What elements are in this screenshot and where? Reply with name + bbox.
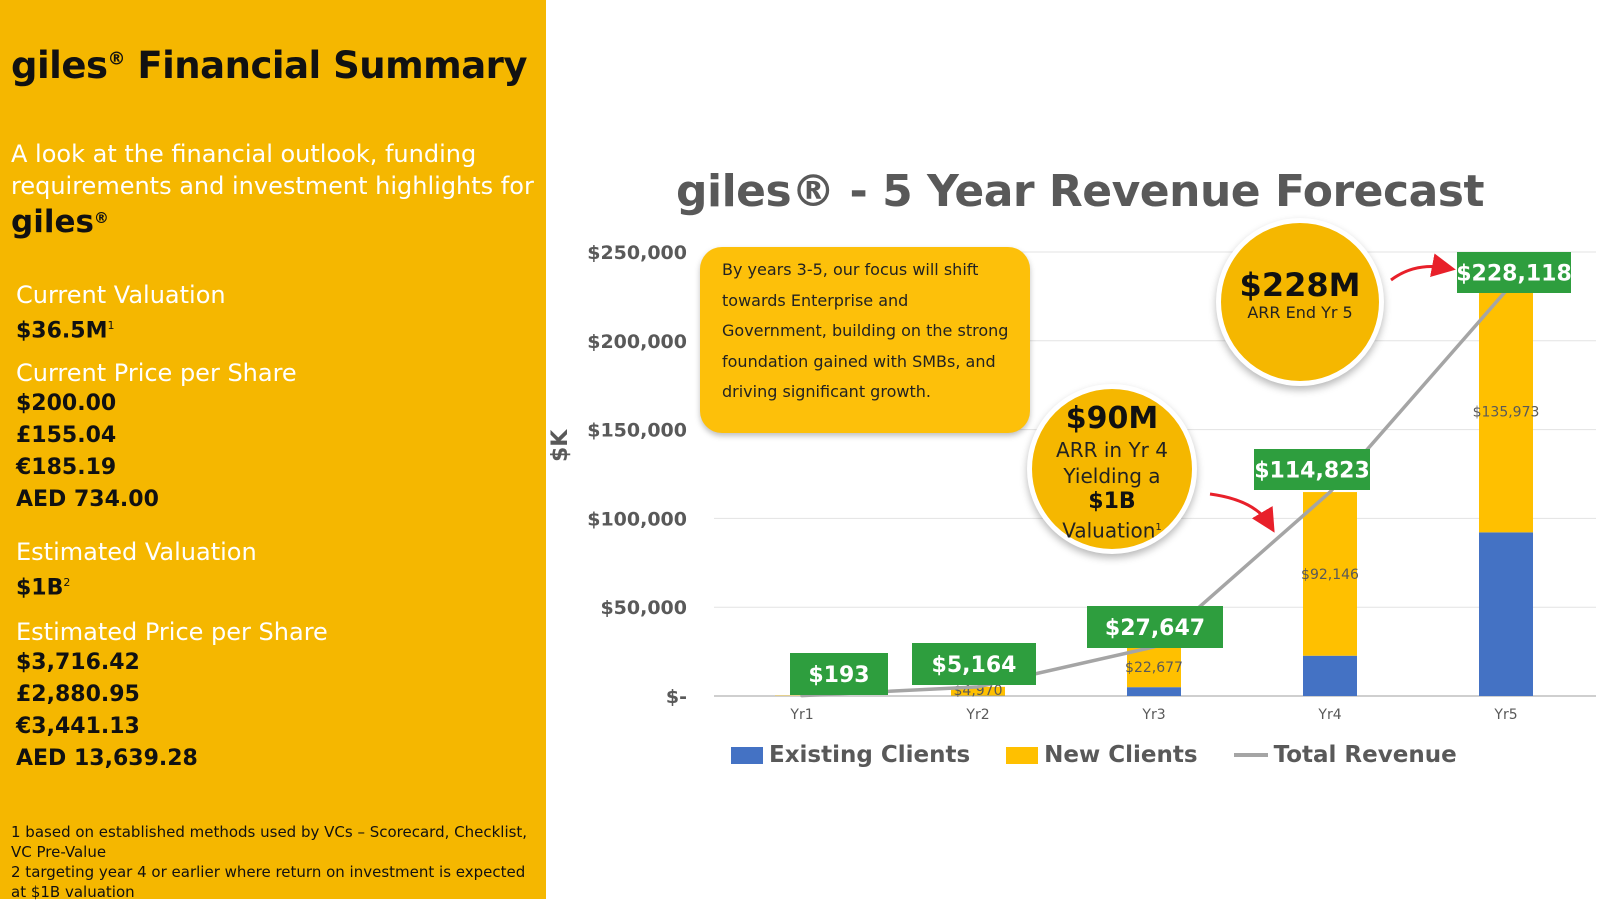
arrow-to-yr5	[1391, 267, 1447, 281]
arr-yr5-circle: $228M ARR End Yr 5	[1216, 218, 1384, 386]
y-tick-label: $-	[666, 686, 687, 708]
current-valuation: Current Valuation $36.5M1	[16, 280, 226, 347]
x-tick-label: Yr5	[1493, 707, 1517, 723]
estimated-valuation: Estimated Valuation $1B2	[16, 537, 257, 604]
legend-line-total	[1234, 753, 1268, 757]
page-subtitle: A look at the financial outlook, funding…	[11, 138, 541, 240]
y-tick-label: $100,000	[587, 508, 687, 530]
left-panel: giles® Financial Summary A look at the f…	[0, 0, 546, 899]
bar-existing-yr3	[1127, 687, 1181, 696]
total-label: $228,118	[1456, 262, 1572, 287]
legend-total: Total Revenue	[1234, 742, 1457, 768]
y-tick-label: $50,000	[600, 597, 687, 619]
data-label-new: $135,973	[1473, 405, 1540, 421]
x-tick-label: Yr1	[789, 707, 813, 723]
y-tick-label: $150,000	[587, 420, 687, 442]
legend-swatch-existing	[731, 747, 763, 764]
chart-legend: Existing Clients New Clients Total Reven…	[731, 742, 1493, 768]
current-price-per-share: Current Price per Share $200.00 £155.04 …	[16, 358, 297, 516]
y-tick-label: $250,000	[587, 242, 687, 264]
x-tick-label: Yr3	[1141, 707, 1165, 723]
legend-existing: Existing Clients	[731, 742, 970, 768]
focus-callout: By years 3-5, our focus will shift towar…	[700, 247, 1030, 433]
bar-existing-yr5	[1479, 532, 1533, 696]
total-label: $5,164	[932, 653, 1017, 678]
data-label-new: $92,146	[1301, 567, 1359, 583]
legend-new: New Clients	[1006, 742, 1197, 768]
data-label-new: $22,677	[1125, 660, 1183, 676]
estimated-price-per-share: Estimated Price per Share $3,716.42 £2,8…	[16, 617, 328, 775]
bar-existing-yr4	[1303, 656, 1357, 696]
page-title: giles® Financial Summary	[11, 44, 527, 87]
y-tick-label: $200,000	[587, 331, 687, 353]
arr-yr4-circle: $90M ARR in Yr 4 Yielding a $1B Valuatio…	[1027, 384, 1197, 554]
legend-swatch-new	[1006, 747, 1038, 764]
x-tick-label: Yr2	[965, 707, 989, 723]
total-label: $114,823	[1254, 459, 1370, 484]
x-tick-label: Yr4	[1317, 707, 1341, 723]
total-label: $27,647	[1105, 616, 1205, 641]
footnotes: 1 based on established methods used by V…	[11, 822, 541, 902]
arrow-to-yr4	[1210, 494, 1270, 525]
total-label: $193	[808, 663, 869, 688]
